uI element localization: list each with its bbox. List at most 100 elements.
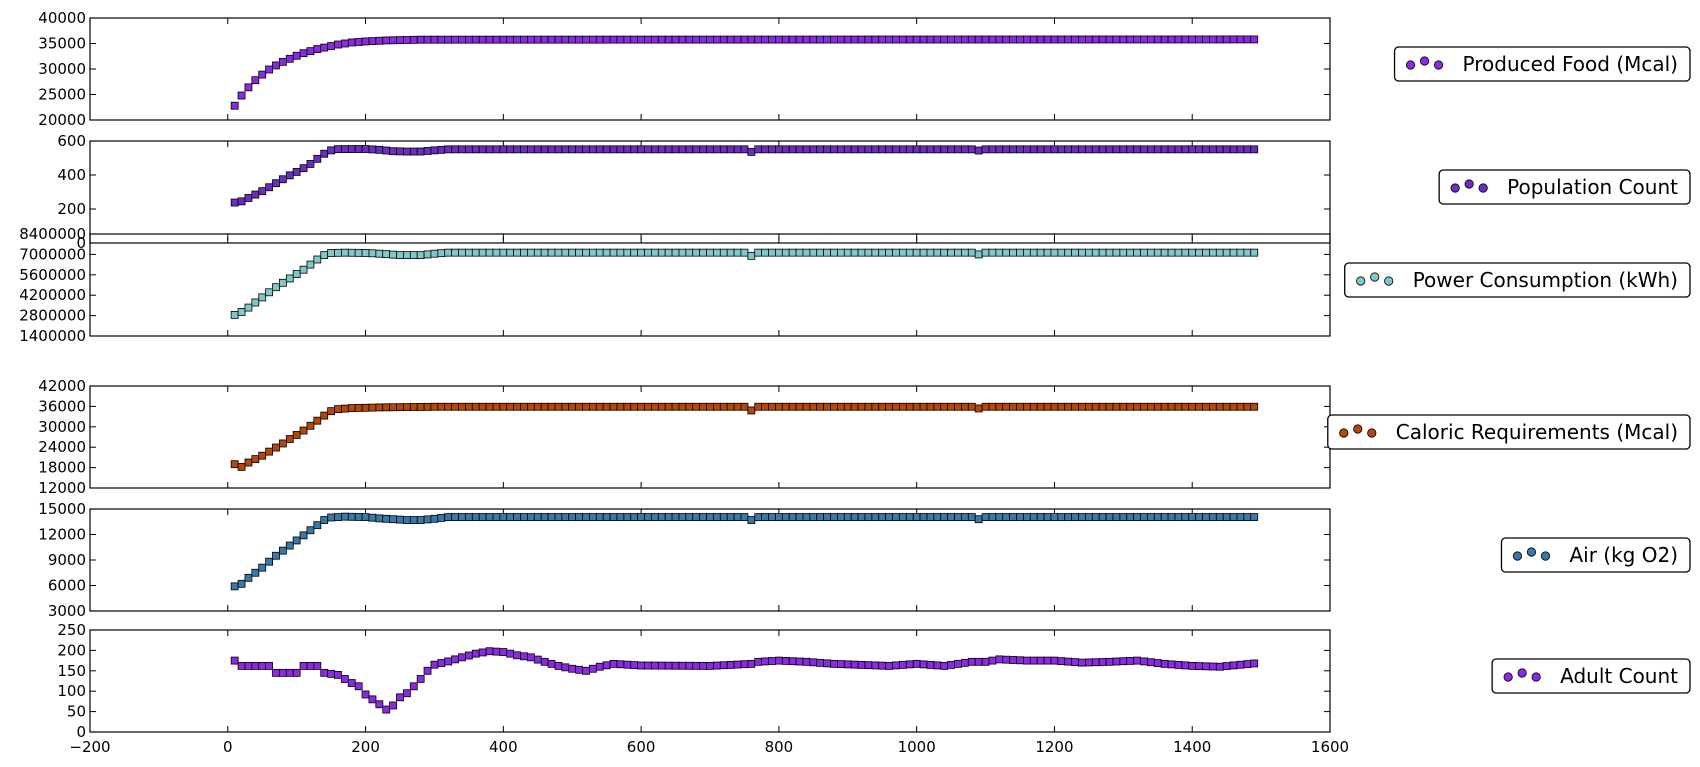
data-point	[955, 249, 962, 256]
data-point	[1182, 249, 1189, 256]
data-point	[459, 146, 466, 153]
data-point	[651, 403, 658, 410]
data-point	[893, 146, 900, 153]
data-point	[1010, 249, 1017, 256]
data-point	[920, 249, 927, 256]
y-tick-label: 200	[57, 641, 86, 659]
data-point	[755, 403, 762, 410]
data-point	[741, 36, 748, 43]
data-point	[459, 249, 466, 256]
data-point	[858, 146, 865, 153]
data-point	[266, 662, 273, 669]
data-point	[631, 514, 638, 521]
data-point	[1023, 657, 1030, 664]
data-point	[741, 514, 748, 521]
data-point	[1182, 662, 1189, 669]
data-point	[1244, 249, 1251, 256]
data-point	[1106, 249, 1113, 256]
data-point	[445, 514, 452, 521]
data-point	[872, 249, 879, 256]
data-point	[1023, 146, 1030, 153]
data-point	[335, 406, 342, 413]
data-point	[1072, 659, 1079, 666]
data-point	[665, 514, 672, 521]
data-point	[989, 514, 996, 521]
data-point	[844, 403, 851, 410]
data-point	[500, 146, 507, 153]
data-point	[445, 146, 452, 153]
data-point	[775, 36, 782, 43]
data-point	[335, 671, 342, 678]
panel-4: 3000600090001200015000Air (kg O2)	[38, 500, 1690, 620]
data-point	[1237, 403, 1244, 410]
data-point	[472, 146, 479, 153]
data-point	[851, 249, 858, 256]
y-tick-label: 3000	[48, 602, 86, 620]
data-point	[424, 36, 431, 43]
data-point	[1023, 36, 1030, 43]
y-tick-label: 250	[57, 621, 86, 639]
data-point	[307, 527, 314, 534]
data-point	[1003, 403, 1010, 410]
data-point	[355, 404, 362, 411]
data-point	[782, 36, 789, 43]
data-point	[1030, 249, 1037, 256]
data-point	[1251, 146, 1258, 153]
data-point	[748, 517, 755, 524]
legend-marker-dot	[1368, 429, 1376, 437]
data-point	[824, 403, 831, 410]
data-point	[465, 403, 472, 410]
legend-marker-dot	[1354, 425, 1362, 433]
data-point	[465, 514, 472, 521]
data-point	[1010, 146, 1017, 153]
data-point	[273, 552, 280, 559]
y-tick-label: 40000	[38, 9, 86, 27]
data-point	[335, 249, 342, 256]
data-point	[1051, 657, 1058, 664]
data-point	[1161, 403, 1168, 410]
data-point	[279, 176, 286, 183]
data-point	[527, 146, 534, 153]
data-point	[1058, 514, 1065, 521]
data-point	[252, 299, 259, 306]
data-point	[1030, 146, 1037, 153]
series-points	[231, 403, 1258, 470]
data-point	[286, 172, 293, 179]
data-point	[824, 146, 831, 153]
data-point	[713, 146, 720, 153]
data-point	[727, 514, 734, 521]
data-point	[1079, 403, 1086, 410]
data-point	[362, 145, 369, 152]
data-point	[899, 514, 906, 521]
data-point	[300, 532, 307, 539]
data-point	[1209, 146, 1216, 153]
data-point	[417, 252, 424, 259]
data-point	[521, 514, 528, 521]
data-point	[438, 660, 445, 667]
data-point	[893, 249, 900, 256]
data-point	[686, 146, 693, 153]
data-point	[803, 146, 810, 153]
data-point	[348, 39, 355, 46]
data-point	[1023, 514, 1030, 521]
data-point	[968, 403, 975, 410]
data-point	[314, 46, 321, 53]
data-point	[975, 658, 982, 665]
data-point	[961, 146, 968, 153]
data-point	[479, 146, 486, 153]
data-point	[775, 146, 782, 153]
data-point	[913, 249, 920, 256]
data-point	[355, 146, 362, 153]
data-point	[362, 514, 369, 521]
data-point	[906, 403, 913, 410]
data-point	[273, 62, 280, 69]
data-point	[438, 250, 445, 257]
data-point	[1209, 249, 1216, 256]
data-point	[438, 403, 445, 410]
data-point	[390, 251, 397, 258]
data-point	[1134, 657, 1141, 664]
data-point	[713, 403, 720, 410]
data-point	[245, 574, 252, 581]
data-point	[328, 408, 335, 415]
data-point	[583, 146, 590, 153]
